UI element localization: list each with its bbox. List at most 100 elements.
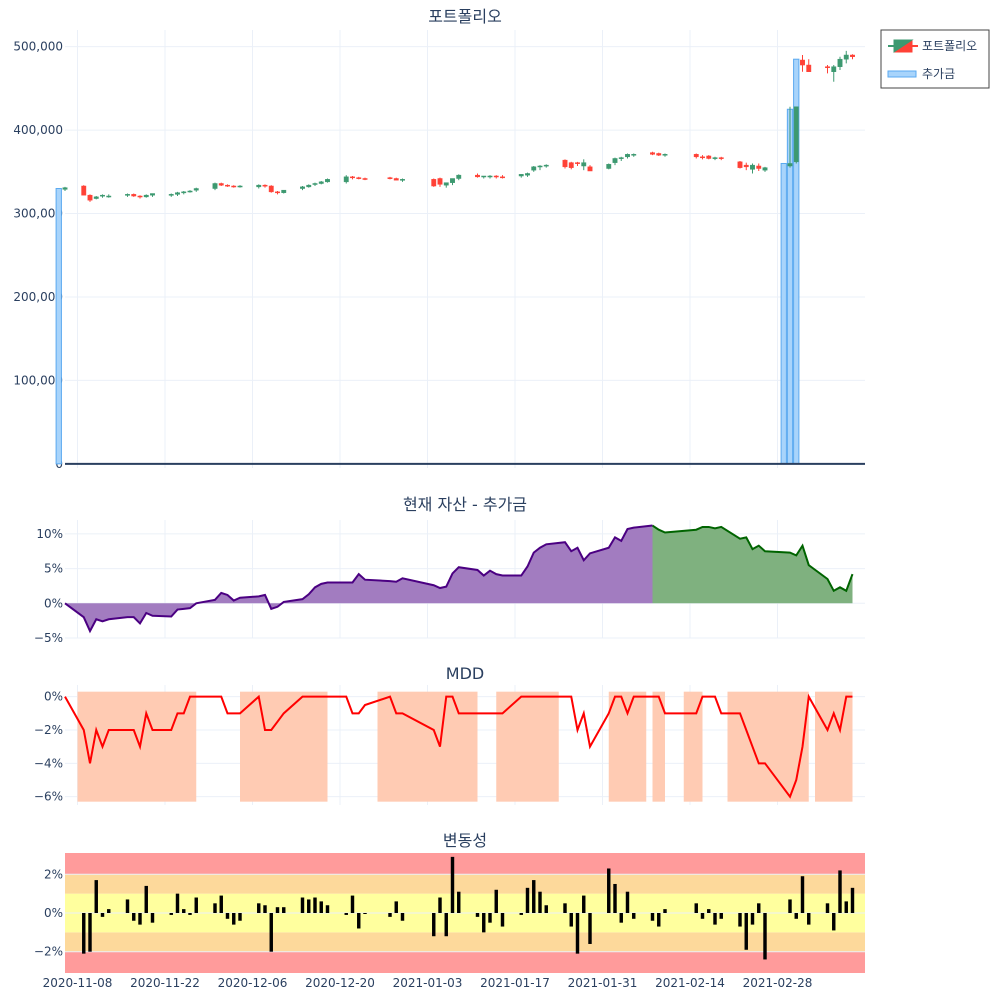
candle-body — [256, 184, 262, 188]
x-tick-label: 2020-12-20 — [305, 976, 375, 990]
volatility-bar — [300, 897, 305, 913]
volatility-bar — [94, 880, 98, 913]
volatility-bar — [144, 885, 148, 913]
mdd-y-tick: −6% — [34, 790, 63, 804]
volatility-bar — [650, 913, 655, 921]
volatility-bar — [169, 913, 173, 915]
volatility-bar — [363, 913, 367, 914]
volatility-bar — [457, 891, 461, 913]
x-tick-label: 2021-01-31 — [568, 976, 638, 990]
candle-body — [575, 162, 580, 164]
legend-item-portfolio[interactable]: 포트폴리오 — [888, 39, 977, 53]
candle-body — [693, 154, 699, 158]
volatility-bar — [388, 913, 392, 917]
candle-body — [631, 154, 637, 156]
candle-body — [843, 54, 849, 60]
candle-body — [806, 64, 812, 72]
volatility-bar — [257, 903, 261, 913]
mdd-panel: 0% −2% −4% −6% — [34, 685, 865, 805]
candle-body — [143, 194, 149, 198]
candle-body — [325, 179, 330, 183]
candle-body — [175, 192, 180, 195]
price-y-tick: 200,000 — [13, 290, 63, 304]
return-y-tick: −5% — [34, 631, 63, 645]
volatility-bar — [544, 905, 548, 913]
candle-body — [831, 66, 837, 72]
candle-body — [356, 177, 362, 179]
drawdown-period — [683, 691, 703, 802]
price-y-tick: 500,000 — [13, 40, 63, 54]
candle-body — [225, 184, 230, 187]
panel2-title: 현재 자산 - 추가금 — [403, 495, 527, 514]
candle-body — [362, 178, 368, 180]
volatility-bar — [538, 891, 542, 913]
return-after-peak-area — [652, 525, 853, 604]
deposit-bar — [55, 188, 62, 465]
drawdown-period — [652, 691, 665, 802]
volatility-bar — [325, 905, 330, 913]
volatility-bar — [219, 895, 223, 913]
candle-body — [87, 194, 93, 201]
candle-body — [562, 159, 568, 168]
mdd-y-tick: −4% — [34, 756, 63, 770]
candle-body — [700, 156, 705, 159]
volatility-bar — [800, 876, 805, 913]
candle-body — [81, 185, 87, 196]
candle-body — [131, 194, 137, 197]
volatility-bar — [844, 901, 848, 913]
candle-body — [181, 191, 187, 194]
volatility-bar — [607, 868, 611, 913]
return-after-peak-line — [651, 524, 854, 593]
volatility-bar — [125, 899, 130, 913]
candle-body — [393, 178, 399, 181]
candle-body — [850, 54, 855, 57]
price-y-tick: 300,000 — [13, 207, 63, 221]
volatility-bar — [525, 887, 530, 913]
x-tick-label: 2020-11-22 — [130, 976, 200, 990]
volatility-bar — [138, 913, 142, 925]
candle-body — [518, 174, 524, 177]
price-y-tick: 100,000 — [13, 373, 63, 387]
volatility-bar — [788, 899, 792, 913]
volatility-bar — [150, 913, 155, 923]
volatility-bar — [750, 913, 755, 925]
candle-body — [825, 66, 830, 68]
volatility-bar — [563, 903, 567, 913]
volatility-bar — [625, 891, 630, 913]
volatility-bar — [632, 913, 636, 919]
volatility-bar — [175, 893, 180, 913]
candle-body — [525, 173, 530, 176]
volatility-bar — [182, 909, 186, 913]
drawdown-period — [727, 691, 809, 802]
candle-body — [431, 179, 437, 187]
candle-body — [762, 167, 768, 171]
price-y-tick: 400,000 — [13, 123, 63, 137]
volatility-bar — [275, 907, 280, 913]
candle-body — [487, 175, 493, 178]
candle-body — [231, 185, 237, 188]
legend-item-deposit[interactable]: 추가금 — [887, 67, 955, 81]
return-before-peak-area — [65, 525, 653, 632]
volatility-bar — [444, 913, 448, 937]
candle-body — [318, 181, 324, 184]
candle-body — [500, 176, 505, 179]
volatility-bar — [282, 907, 286, 913]
deposit-bar — [780, 162, 787, 465]
volatility-bar — [738, 913, 742, 927]
volatility-bar — [194, 897, 198, 913]
candle-body — [837, 58, 843, 67]
x-tick-label: 2021-01-17 — [480, 976, 550, 990]
volatility-y-tick: 2% — [44, 867, 63, 881]
x-tick-label: 2020-11-08 — [43, 976, 113, 990]
candle-body — [312, 183, 318, 185]
candle-body — [493, 175, 499, 178]
volatility-band — [65, 932, 865, 952]
candle-body — [262, 184, 268, 187]
candle-body — [737, 161, 743, 168]
volatility-bar — [394, 901, 398, 913]
volatility-bar — [575, 913, 580, 954]
volatility-bar — [569, 913, 573, 927]
candle-body — [400, 179, 405, 181]
volatility-bar — [700, 913, 705, 919]
